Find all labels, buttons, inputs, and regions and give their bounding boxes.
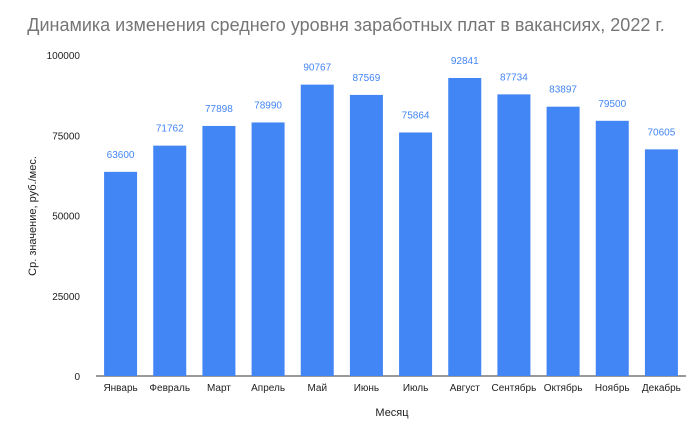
bar-2[interactable] [202, 125, 236, 376]
data-label-1: 71762 [156, 124, 184, 135]
bar-9[interactable] [546, 106, 580, 377]
data-label-3: 78990 [254, 100, 282, 111]
bar-3[interactable] [251, 122, 285, 376]
data-label-4: 90767 [303, 63, 331, 74]
x-tick-label-0: Январь [103, 383, 137, 394]
y-tick-label: 0 [74, 372, 80, 383]
y-tick-label: 50000 [52, 212, 80, 223]
data-label-5: 87569 [353, 73, 381, 84]
bar-1[interactable] [153, 145, 187, 376]
bar-5[interactable] [349, 94, 383, 377]
bars [104, 77, 678, 377]
y-tick-label: 25000 [52, 292, 80, 303]
bar-6[interactable] [399, 132, 433, 376]
x-tick-label-10: Ноябрь [595, 382, 630, 394]
bar-11[interactable] [644, 149, 678, 376]
x-tick-label-3: Апрель [251, 383, 285, 394]
data-labels: 63600 71762 77898 78990 90767 87569 75864 92841… [107, 56, 676, 161]
data-label-10: 79500 [598, 99, 626, 110]
data-label-11: 70605 [648, 127, 676, 138]
bar-4[interactable] [300, 84, 334, 376]
y-axis-ticks: 0 25000 50000 75000 100000 [47, 51, 81, 383]
y-axis-label: Ср. значение, руб./мес. [27, 156, 39, 276]
x-axis-label: Месяц [375, 407, 409, 419]
data-label-7: 92841 [451, 56, 479, 67]
x-tick-label-1: Февраль [149, 383, 190, 394]
x-tick-label-9: Октябрь [544, 382, 583, 394]
data-label-2: 77898 [205, 104, 233, 115]
y-tick-label: 100000 [47, 51, 81, 62]
x-tick-label-11: Декабрь [642, 382, 681, 394]
x-axis-ticks: Январь Февраль Март Апрель Май Июнь Июль Август… [103, 382, 680, 394]
x-tick-label-5: Июнь [354, 383, 379, 394]
chart-title: Динамика изменения среднего уровня зараб… [27, 15, 664, 35]
bar-0[interactable] [104, 171, 138, 376]
data-label-6: 75864 [402, 110, 430, 121]
bar-10[interactable] [595, 120, 629, 377]
x-tick-label-6: Июль [403, 383, 429, 394]
bar-7[interactable] [448, 77, 482, 376]
data-label-0: 63600 [107, 150, 135, 161]
y-tick-label: 75000 [52, 131, 80, 142]
x-tick-label-2: Март [207, 383, 231, 394]
data-label-8: 87734 [500, 72, 528, 83]
data-label-9: 83897 [549, 85, 577, 96]
x-tick-label-8: Сентябрь [492, 382, 537, 394]
bar-8[interactable] [497, 94, 531, 376]
x-tick-label-4: Май [307, 383, 327, 394]
x-tick-label-7: Август [450, 383, 481, 394]
